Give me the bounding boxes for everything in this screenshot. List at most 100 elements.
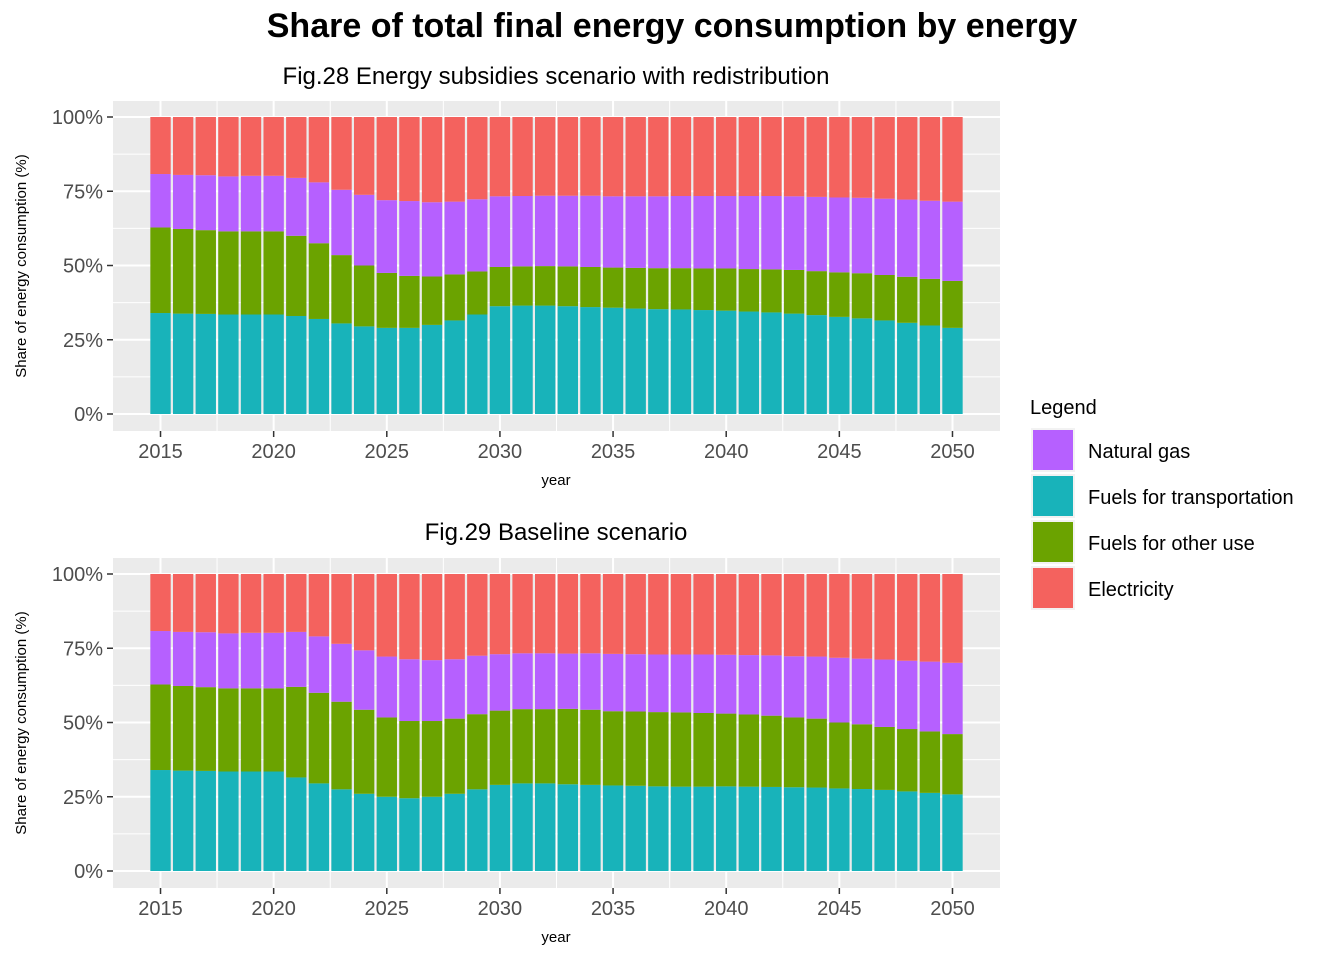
bar-segment	[738, 269, 760, 312]
bar-segment	[467, 714, 488, 790]
x-tick-label: 2040	[704, 441, 749, 463]
bar-segment	[625, 711, 646, 786]
bars	[150, 574, 963, 871]
main-title: Share of total final energy consumption …	[267, 7, 1078, 45]
bar-segment	[240, 175, 262, 232]
bar-segment	[263, 574, 284, 633]
bar-segment	[331, 574, 352, 644]
bar-segment	[602, 267, 624, 308]
bar-segment	[738, 655, 760, 715]
bar-segment	[195, 313, 216, 414]
y-axis-ticks: 0% 25% 50% 75% 100%	[52, 107, 113, 426]
bar-segment	[263, 175, 284, 232]
bar-segment	[399, 574, 420, 660]
bar-segment	[286, 315, 307, 414]
bar-segment	[874, 117, 895, 199]
bar-segment	[218, 314, 239, 414]
bar-segment	[172, 117, 194, 175]
bar-segment	[421, 324, 443, 414]
legend-items: Natural gas Fuels for transportation Fuels…	[1031, 428, 1294, 610]
bar-segment	[240, 632, 262, 689]
bar-segment	[919, 731, 941, 793]
bar-segment	[172, 685, 194, 771]
bar-segment	[919, 278, 941, 326]
bar-segment	[761, 715, 782, 787]
legend-label: Fuels for other use	[1088, 533, 1255, 555]
x-axis-ticks: 2015 2020 2025 2030 2035 2040 2045 2050	[138, 431, 975, 463]
bar-segment	[670, 309, 692, 414]
bar-segment	[602, 653, 624, 712]
bar-segment	[444, 201, 465, 275]
bar-segment	[648, 574, 669, 655]
x-tick-label: 2045	[817, 441, 862, 463]
bar-segment	[851, 117, 873, 198]
bar-segment	[263, 632, 284, 689]
bar-segment	[240, 688, 262, 772]
bar-segment	[218, 574, 239, 634]
bar-segment	[602, 117, 624, 197]
bar-segment	[806, 718, 827, 788]
x-tick-label: 2050	[930, 441, 975, 463]
bar-segment	[421, 796, 443, 871]
bars	[150, 117, 963, 414]
bar-segment	[444, 718, 465, 794]
bar-segment	[738, 714, 760, 787]
x-tick-label: 2025	[365, 898, 410, 920]
bar-segment	[761, 655, 782, 716]
bar-segment	[602, 574, 624, 654]
bar-segment	[648, 268, 669, 310]
bar-segment	[829, 316, 850, 414]
x-tick-label: 2045	[817, 898, 862, 920]
bar-segment	[557, 708, 578, 785]
x-axis-label: year	[541, 472, 570, 489]
bar-segment	[444, 117, 465, 202]
bar-segment	[286, 777, 307, 871]
bar-segment	[353, 265, 375, 327]
bar-segment	[761, 786, 782, 871]
bar-segment	[557, 653, 578, 709]
bar-segment	[195, 175, 216, 231]
bar-segment	[535, 195, 556, 267]
bar-segment	[263, 688, 284, 772]
bar-segment	[897, 660, 918, 730]
bar-segment	[218, 771, 239, 871]
bar-segment	[693, 654, 714, 713]
bar-segment	[308, 318, 330, 414]
bar-segment	[286, 235, 307, 316]
bar-segment	[738, 786, 760, 871]
bar-segment	[421, 202, 443, 277]
bar-segment	[331, 189, 352, 256]
bar-segment	[444, 659, 465, 719]
bar-segment	[919, 661, 941, 732]
bar-segment	[353, 650, 375, 710]
bar-segment	[783, 117, 805, 197]
bar-segment	[806, 787, 827, 871]
bar-segment	[942, 734, 963, 795]
x-tick-label: 2050	[930, 898, 975, 920]
y-tick-label: 100%	[52, 564, 103, 586]
bar-segment	[783, 269, 805, 314]
bar-segment	[150, 770, 171, 871]
bar-segment	[376, 327, 397, 414]
bar-segment	[716, 574, 737, 655]
legend-label: Electricity	[1088, 579, 1174, 601]
bar-segment	[806, 656, 827, 719]
bar-segment	[580, 195, 601, 267]
bar-segment	[670, 574, 692, 655]
panel-fig28: Fig.28 Energy subsidies scenario with re…	[13, 63, 1010, 489]
bar-segment	[897, 199, 918, 277]
legend-label: Fuels for transportation	[1088, 487, 1294, 509]
bar-segment	[716, 310, 737, 414]
bar-segment	[512, 653, 533, 710]
bar-segment	[919, 325, 941, 414]
bar-segment	[897, 729, 918, 792]
bar-segment	[580, 574, 601, 654]
bar-segment	[897, 322, 918, 414]
bar-segment	[919, 117, 941, 201]
bar-segment	[829, 722, 850, 789]
bar-segment	[489, 196, 511, 267]
bar-segment	[331, 323, 352, 414]
y-tick-label: 25%	[63, 330, 103, 352]
bar-segment	[263, 314, 284, 414]
bar-segment	[829, 117, 850, 198]
